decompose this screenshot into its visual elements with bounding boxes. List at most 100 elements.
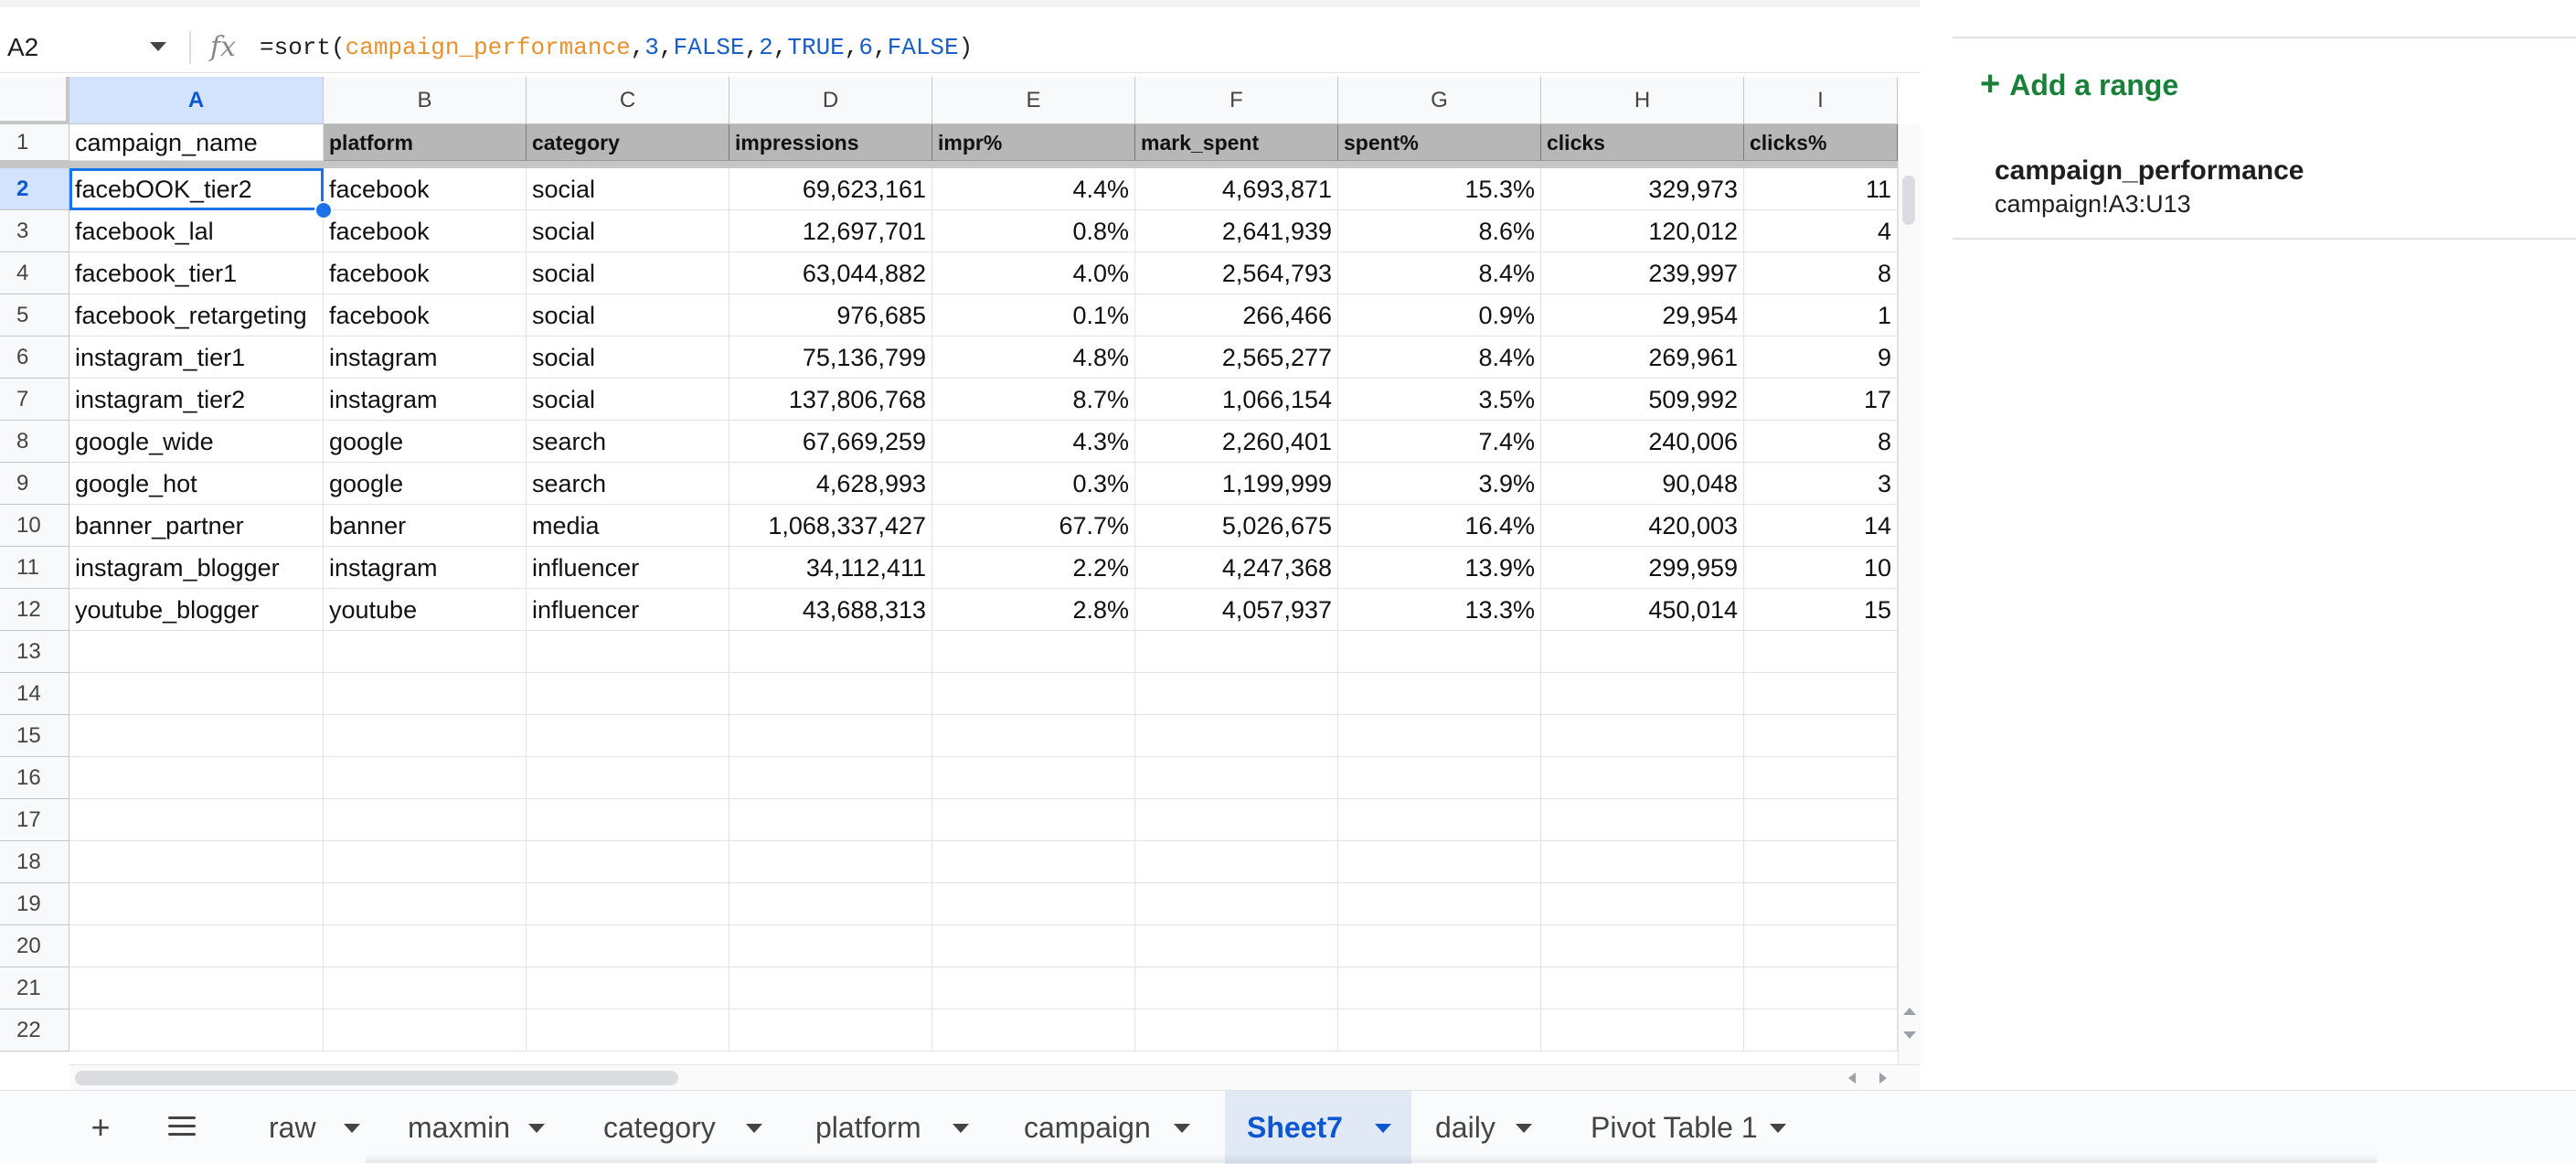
cell-b13[interactable] <box>324 631 527 673</box>
cell-a18[interactable] <box>69 841 324 883</box>
column-header-e[interactable]: E <box>932 77 1135 124</box>
tab-dropdown-icon[interactable] <box>1516 1124 1532 1133</box>
cell-e2[interactable]: 4.4% <box>932 168 1135 210</box>
column-header-a[interactable]: A <box>69 77 324 124</box>
cell-i4[interactable]: 8 <box>1744 252 1898 294</box>
cell-b11[interactable]: instagram <box>324 547 527 589</box>
cell-f9[interactable]: 1,199,999 <box>1135 463 1338 505</box>
cell-h5[interactable]: 29,954 <box>1541 294 1744 336</box>
cell-c7[interactable]: social <box>527 379 729 421</box>
row-header-20[interactable]: 20 <box>0 925 69 967</box>
cell-c2[interactable]: social <box>527 168 729 210</box>
tab-dropdown-icon[interactable] <box>1770 1124 1786 1133</box>
tab-dropdown-icon[interactable] <box>953 1124 969 1133</box>
cell-a3[interactable]: facebook_lal <box>69 210 324 252</box>
cell-h10[interactable]: 420,003 <box>1541 505 1744 547</box>
column-header-f[interactable]: F <box>1135 77 1338 124</box>
cell-g15[interactable] <box>1338 715 1541 757</box>
cell-g8[interactable]: 7.4% <box>1338 421 1541 463</box>
cell-e11[interactable]: 2.2% <box>932 547 1135 589</box>
cell-d20[interactable] <box>729 925 932 967</box>
cell-b18[interactable] <box>324 841 527 883</box>
cell-i2[interactable]: 11 <box>1744 168 1898 210</box>
cell-g7[interactable]: 3.5% <box>1338 379 1541 421</box>
cell-d18[interactable] <box>729 841 932 883</box>
all-sheets-menu-icon[interactable] <box>168 1116 196 1141</box>
cell-e9[interactable]: 0.3% <box>932 463 1135 505</box>
cell-a13[interactable] <box>69 631 324 673</box>
cell-a17[interactable] <box>69 799 324 841</box>
cell-a8[interactable]: google_wide <box>69 421 324 463</box>
cell-h8[interactable]: 240,006 <box>1541 421 1744 463</box>
sheet-tab-maxmin[interactable]: maxmin <box>386 1091 565 1164</box>
tab-dropdown-icon[interactable] <box>746 1124 762 1133</box>
scroll-up-icon[interactable] <box>1903 1008 1916 1015</box>
cell-e15[interactable] <box>932 715 1135 757</box>
cell-i19[interactable] <box>1744 883 1898 925</box>
vertical-scroll-thumb[interactable] <box>1902 176 1915 225</box>
cell-a21[interactable] <box>69 967 324 1009</box>
cell-h13[interactable] <box>1541 631 1744 673</box>
sheet-tab-daily[interactable]: daily <box>1413 1091 1552 1164</box>
cell-i11[interactable]: 10 <box>1744 547 1898 589</box>
tab-dropdown-icon[interactable] <box>344 1124 360 1133</box>
cell-i15[interactable] <box>1744 715 1898 757</box>
cell-f13[interactable] <box>1135 631 1338 673</box>
cell-c19[interactable] <box>527 883 729 925</box>
cell-h7[interactable]: 509,992 <box>1541 379 1744 421</box>
cell-a20[interactable] <box>69 925 324 967</box>
cell-i17[interactable] <box>1744 799 1898 841</box>
cell-b12[interactable]: youtube <box>324 589 527 631</box>
sheet-tab-platform[interactable]: platform <box>793 1091 989 1164</box>
sheet-tab-campaign[interactable]: campaign <box>1002 1091 1210 1164</box>
cell-a6[interactable]: instagram_tier1 <box>69 336 324 379</box>
add-range-button[interactable]: + Add a range <box>1980 64 2178 105</box>
cell-d21[interactable] <box>729 967 932 1009</box>
scroll-right-icon[interactable] <box>1879 1073 1887 1084</box>
cell-g1[interactable]: spent% <box>1338 124 1541 161</box>
cell-i22[interactable] <box>1744 1009 1898 1052</box>
cell-a15[interactable] <box>69 715 324 757</box>
row-header-8[interactable]: 8 <box>0 421 69 463</box>
cell-g4[interactable]: 8.4% <box>1338 252 1541 294</box>
cell-a4[interactable]: facebook_tier1 <box>69 252 324 294</box>
cell-c9[interactable]: search <box>527 463 729 505</box>
cell-i3[interactable]: 4 <box>1744 210 1898 252</box>
row-header-16[interactable]: 16 <box>0 757 69 799</box>
cell-c22[interactable] <box>527 1009 729 1052</box>
cell-h16[interactable] <box>1541 757 1744 799</box>
cell-e12[interactable]: 2.8% <box>932 589 1135 631</box>
row-header-1[interactable]: 1 <box>0 124 69 161</box>
cell-b17[interactable] <box>324 799 527 841</box>
cell-e20[interactable] <box>932 925 1135 967</box>
cell-f19[interactable] <box>1135 883 1338 925</box>
cell-h20[interactable] <box>1541 925 1744 967</box>
cell-c6[interactable]: social <box>527 336 729 379</box>
name-box[interactable]: A2 <box>7 33 39 61</box>
cell-f5[interactable]: 266,466 <box>1135 294 1338 336</box>
cell-f17[interactable] <box>1135 799 1338 841</box>
tab-dropdown-icon[interactable] <box>528 1124 545 1133</box>
cell-b19[interactable] <box>324 883 527 925</box>
cell-d5[interactable]: 976,685 <box>729 294 932 336</box>
cell-f22[interactable] <box>1135 1009 1338 1052</box>
cell-d17[interactable] <box>729 799 932 841</box>
cell-i18[interactable] <box>1744 841 1898 883</box>
cell-i20[interactable] <box>1744 925 1898 967</box>
cell-h9[interactable]: 90,048 <box>1541 463 1744 505</box>
cell-f14[interactable] <box>1135 673 1338 715</box>
cell-b14[interactable] <box>324 673 527 715</box>
cell-a7[interactable]: instagram_tier2 <box>69 379 324 421</box>
cell-h4[interactable]: 239,997 <box>1541 252 1744 294</box>
cell-c13[interactable] <box>527 631 729 673</box>
cell-d7[interactable]: 137,806,768 <box>729 379 932 421</box>
cell-d10[interactable]: 1,068,337,427 <box>729 505 932 547</box>
cell-i12[interactable]: 15 <box>1744 589 1898 631</box>
tab-dropdown-icon[interactable] <box>1174 1124 1190 1133</box>
cell-a16[interactable] <box>69 757 324 799</box>
cell-h18[interactable] <box>1541 841 1744 883</box>
cell-d9[interactable]: 4,628,993 <box>729 463 932 505</box>
cell-h22[interactable] <box>1541 1009 1744 1052</box>
cell-e8[interactable]: 4.3% <box>932 421 1135 463</box>
row-header-12[interactable]: 12 <box>0 589 69 631</box>
